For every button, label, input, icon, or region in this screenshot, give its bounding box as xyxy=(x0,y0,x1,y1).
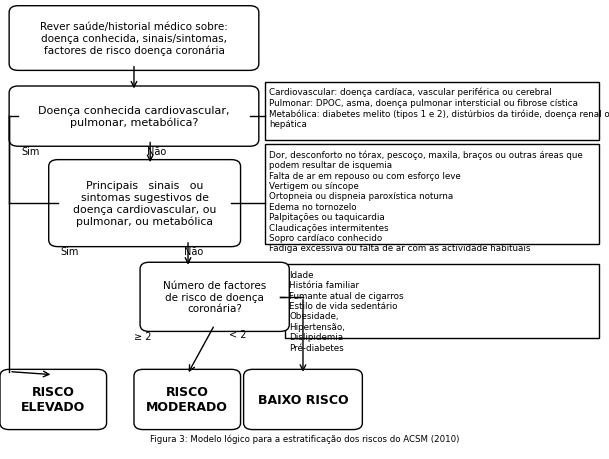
FancyBboxPatch shape xyxy=(49,160,241,247)
Text: Não: Não xyxy=(185,246,204,257)
FancyBboxPatch shape xyxy=(244,369,362,430)
Text: Não: Não xyxy=(147,146,166,157)
Text: Número de factores
de risco de doença
coronária?: Número de factores de risco de doença co… xyxy=(163,280,266,314)
Text: Dor, desconforto no tórax, pescoço, maxila, braços ou outras áreas que
podem res: Dor, desconforto no tórax, pescoço, maxi… xyxy=(269,150,583,253)
Text: ≥ 2: ≥ 2 xyxy=(135,331,152,341)
FancyBboxPatch shape xyxy=(134,369,241,430)
Bar xyxy=(285,265,599,338)
Text: Figura 3: Modelo lógico para a estratificação dos riscos do ACSM (2010): Figura 3: Modelo lógico para a estratifi… xyxy=(150,433,459,443)
Text: Sim: Sim xyxy=(21,146,40,157)
Text: RISCO
MODERADO: RISCO MODERADO xyxy=(146,386,228,414)
FancyBboxPatch shape xyxy=(9,7,259,71)
FancyBboxPatch shape xyxy=(140,263,289,332)
Bar xyxy=(265,145,599,245)
FancyBboxPatch shape xyxy=(9,87,259,147)
Text: < 2: < 2 xyxy=(229,329,246,339)
FancyBboxPatch shape xyxy=(0,369,107,430)
Bar xyxy=(265,82,599,140)
Text: Cardiovascular: doença cardíaca, vascular periférica ou cerebral
Pulmonar: DPOC,: Cardiovascular: doença cardíaca, vascula… xyxy=(269,88,609,129)
Text: BAIXO RISCO: BAIXO RISCO xyxy=(258,393,348,406)
Text: Idade
História familiar
Fumante atual de cigarros
Estilo de vida sedentário
Obes: Idade História familiar Fumante atual de… xyxy=(289,270,404,352)
Text: Doença conhecida cardiovascular,
pulmonar, metabólica?: Doença conhecida cardiovascular, pulmona… xyxy=(38,106,230,128)
Text: Sim: Sim xyxy=(61,246,79,257)
Text: Principais   sinais   ou
sintomas sugestivos de
doença cardiovascular, ou
pulmon: Principais sinais ou sintomas sugestivos… xyxy=(73,181,216,226)
Text: Rever saúde/historial médico sobre:
doença conhecida, sinais/sintomas,
factores : Rever saúde/historial médico sobre: doen… xyxy=(40,22,228,56)
Text: RISCO
ELEVADO: RISCO ELEVADO xyxy=(21,386,85,414)
